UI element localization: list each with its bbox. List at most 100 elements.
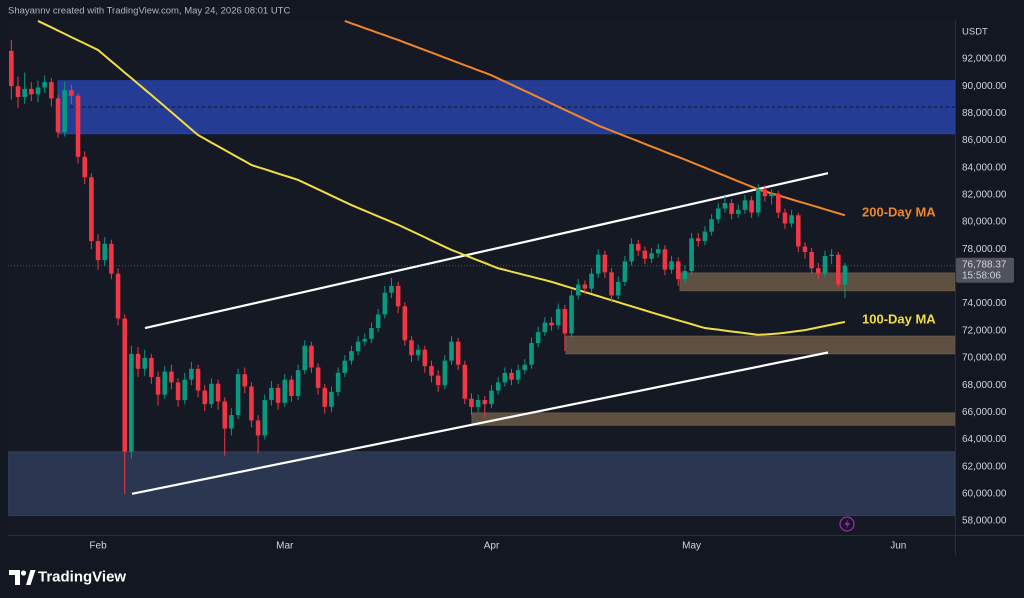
candle-body: [89, 177, 94, 242]
candle-body: [635, 243, 641, 251]
candle-body: [535, 332, 541, 343]
candle-body: [175, 382, 181, 401]
y-tick-label: 84,000.00: [962, 162, 1007, 173]
candle-body: [229, 415, 234, 429]
candle-body: [615, 281, 621, 296]
countdown: 15:58:06: [962, 270, 1001, 281]
y-tick-label: 88,000.00: [962, 108, 1007, 119]
candle-body: [109, 243, 114, 274]
candle-body: [22, 88, 27, 98]
candle-body: [489, 390, 494, 405]
candle-body: [655, 249, 661, 254]
x-tick-label: Jun: [890, 541, 906, 552]
candle-body: [122, 318, 127, 452]
candle-body: [742, 200, 748, 210]
x-tick-label: Feb: [89, 541, 107, 552]
candle-body: [735, 209, 741, 214]
overlay: 58,000.00 60,000.00 62,000.00 64,000.00 66,0…: [8, 54, 1014, 552]
candle-body: [569, 295, 574, 334]
candle-body: [449, 341, 454, 361]
candle-body: [235, 374, 241, 416]
candle-body: [542, 322, 548, 333]
candle-body: [202, 390, 208, 405]
moving-average: [344, 20, 846, 217]
candle-body: [495, 382, 501, 391]
brand-logo: [9, 570, 36, 585]
y-tick-label: 62,000.00: [962, 461, 1007, 472]
candle-body: [629, 243, 634, 262]
candle-body: [562, 309, 568, 334]
candle-body: [555, 309, 561, 326]
candle-body: [522, 364, 528, 371]
candle-body: [809, 251, 814, 269]
candle-body: [395, 285, 401, 307]
candle-body: [189, 368, 194, 380]
currency: USDT: [962, 27, 988, 38]
candle-body: [722, 203, 728, 209]
candle-body: [455, 341, 461, 365]
candle-body: [709, 219, 714, 232]
candle-body: [375, 314, 381, 329]
candle-body: [142, 357, 147, 369]
candle-body: [335, 372, 341, 392]
candle-body: [75, 95, 81, 157]
candle-body: [329, 391, 334, 407]
attribution: Shayannv created with TradingView.com, M…: [8, 6, 290, 17]
candle-body: [249, 386, 254, 421]
candle-body: [155, 376, 161, 395]
candle-body: [42, 82, 47, 88]
y-tick-label: 80,000.00: [962, 217, 1007, 228]
candle-body: [682, 270, 688, 280]
candle-body: [515, 370, 521, 380]
candle-body: [549, 322, 554, 326]
candle-body: [802, 246, 808, 252]
x-tick-label: Apr: [484, 541, 500, 552]
candle-body: [429, 366, 434, 376]
candle-body: [62, 90, 67, 133]
candle-body: [309, 345, 314, 368]
candle-body: [49, 82, 54, 99]
y-tick-label: 58,000.00: [962, 516, 1007, 527]
candle-body: [269, 387, 274, 401]
candle-body: [342, 360, 348, 373]
y-tick-label: 74,000.00: [962, 298, 1007, 309]
candle-body: [602, 254, 608, 273]
candle-body: [642, 250, 648, 259]
candle-body: [662, 249, 668, 270]
alert-icon: [839, 516, 855, 532]
candle-body: [509, 372, 514, 380]
candle-body: [829, 254, 834, 257]
candle-body: [369, 328, 374, 339]
candle-body: [389, 285, 394, 293]
zone: [8, 451, 955, 517]
candle-body: [169, 371, 174, 383]
line-label: 200-Day MA: [862, 205, 936, 220]
y-tick-label: 92,000.00: [962, 54, 1007, 65]
y-tick-label: 78,000.00: [962, 244, 1007, 255]
y-tick-label: 68,000.00: [962, 380, 1007, 391]
candle-body: [415, 349, 421, 356]
candle-body: [796, 215, 801, 247]
candle-body: [435, 375, 441, 386]
candle-body: [15, 86, 21, 98]
candle-body: [755, 189, 761, 213]
candle-body: [442, 360, 448, 386]
candle-body: [622, 261, 628, 282]
candle-body: [115, 273, 121, 319]
y-tick-label: 72,000.00: [962, 325, 1007, 336]
candle-body: [402, 306, 408, 341]
x-tick-label: Mar: [276, 541, 294, 552]
y-tick-label: 82,000.00: [962, 190, 1007, 201]
candle-body: [322, 387, 328, 407]
candle-body: [776, 193, 781, 213]
zone: [471, 412, 955, 426]
y-tick-label: 60,000.00: [962, 488, 1007, 499]
candle-body: [222, 401, 228, 429]
candle-body: [589, 273, 594, 289]
candle-body: [469, 398, 474, 407]
candle-body: [275, 387, 281, 403]
candle-body: [302, 345, 308, 371]
y-tick-label: 66,000.00: [962, 407, 1007, 418]
